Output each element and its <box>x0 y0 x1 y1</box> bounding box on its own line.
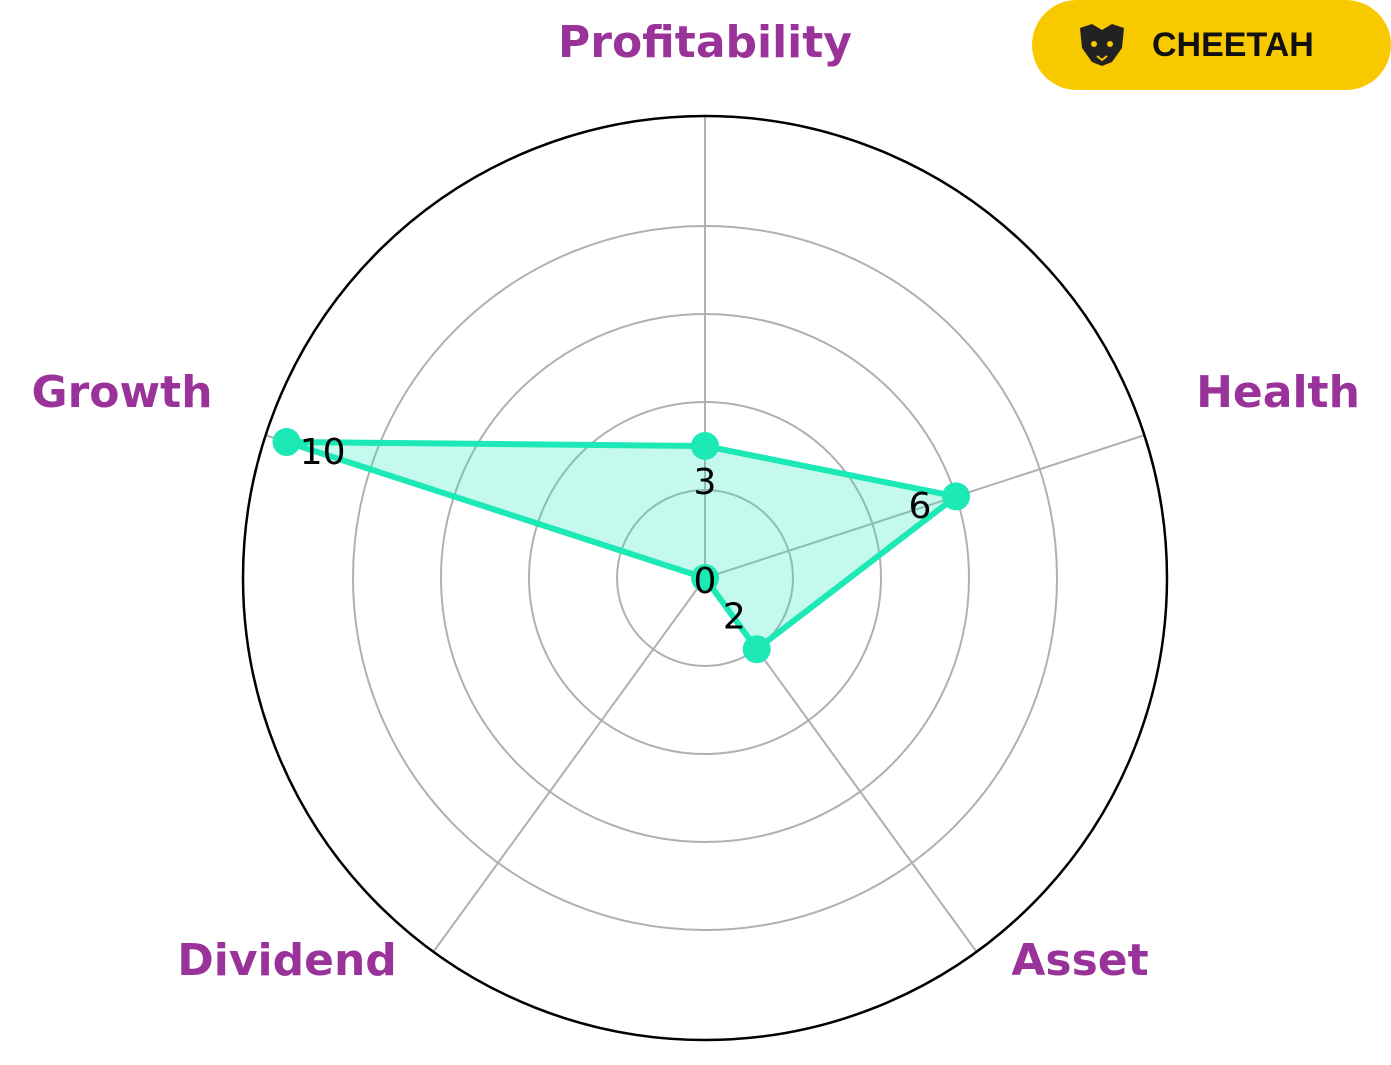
radar-point <box>272 428 301 457</box>
value-label: 2 <box>723 596 746 637</box>
radar-point <box>742 635 771 664</box>
radar: Profitability Health Asset Dividend Growth 3 6… <box>31 17 1360 1042</box>
outer-circle <box>241 114 1169 1042</box>
radar-point <box>942 482 971 511</box>
spoke <box>432 577 706 953</box>
value-label: 10 <box>300 432 346 473</box>
category-label: Health <box>1196 367 1360 418</box>
value-label: 3 <box>694 462 717 503</box>
category-label: Profitability <box>558 17 852 68</box>
radar-area <box>283 439 960 653</box>
category-label: Growth <box>31 367 212 418</box>
cheetah-icon <box>1080 24 1124 66</box>
radar-point <box>691 432 719 460</box>
radar-point <box>691 564 719 592</box>
spoke <box>704 434 1145 579</box>
badge-background <box>1032 0 1391 90</box>
badge-text: CHEETAH <box>1152 26 1314 64</box>
value-label: 0 <box>694 561 717 602</box>
badge: CHEETAH <box>1032 0 1391 90</box>
category-label: Asset <box>1011 935 1148 986</box>
value-label: 6 <box>908 486 931 527</box>
category-label: Dividend <box>177 935 397 986</box>
